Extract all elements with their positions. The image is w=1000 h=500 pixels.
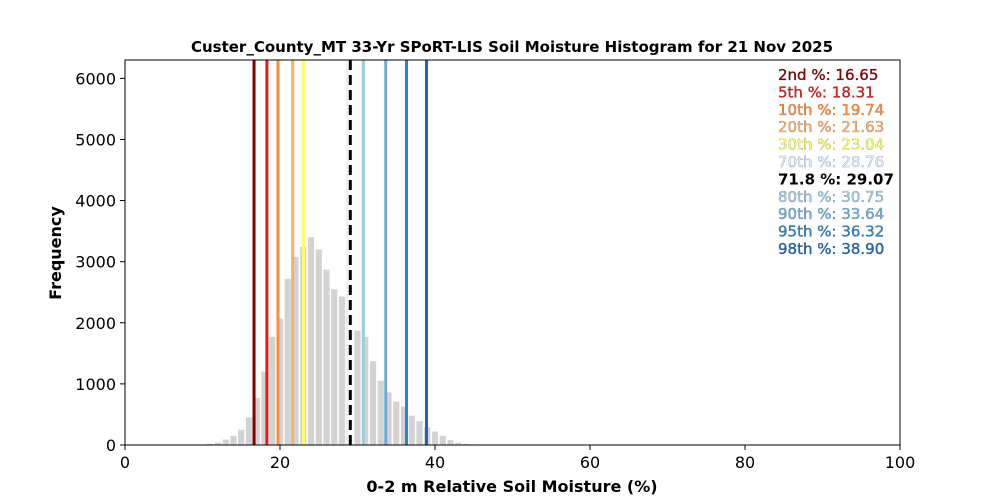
histogram-bar — [385, 392, 392, 445]
histogram-bar — [269, 336, 276, 445]
histogram-bar — [222, 439, 229, 445]
histogram-bar — [362, 336, 369, 445]
y-tick-label: 4000 — [75, 192, 116, 211]
plot-frame — [124, 59, 901, 446]
percentile-annotation: 30th %: 23.04 — [778, 136, 884, 154]
histogram-bar — [292, 256, 299, 445]
percentile-annotation: 95th %: 36.32 — [778, 223, 884, 241]
percentile-annotation: 2nd %: 16.65 — [778, 66, 878, 84]
histogram-bar — [354, 330, 361, 445]
y-tick-label: 1000 — [75, 375, 116, 394]
histogram-bar — [377, 380, 384, 445]
chart-title: Custer_County_MT 33-Yr SPoRT-LIS Soil Mo… — [191, 38, 833, 56]
histogram-bar — [230, 435, 237, 445]
x-tick-label: 40 — [425, 453, 445, 472]
histogram-bar — [331, 289, 338, 445]
histogram-bar — [307, 237, 315, 445]
x-tick-label: 80 — [735, 453, 755, 472]
histogram-bar — [284, 278, 291, 445]
y-tick-label: 6000 — [75, 69, 116, 88]
y-tick-label: 3000 — [75, 253, 116, 272]
histogram-bar — [408, 415, 415, 445]
y-axis-ticks: 0 1000 2000 3000 4000 5000 6000 — [75, 69, 125, 455]
percentile-annotation: 10th %: 19.74 — [778, 101, 884, 119]
y-tick-label: 0 — [106, 436, 116, 455]
percentile-lines — [252, 60, 428, 445]
percentile-annotation: 5th %: 18.31 — [778, 83, 875, 101]
percentile-annotation: 90th %: 33.64 — [778, 205, 884, 223]
histogram-bar — [455, 442, 462, 445]
histogram-bar — [447, 440, 454, 445]
x-tick-label: 100 — [885, 453, 916, 472]
x-axis-ticks: 0 20 40 60 80 100 — [120, 445, 915, 472]
percentile-annotation: 98th %: 38.90 — [778, 240, 884, 258]
y-tick-label: 2000 — [75, 314, 116, 333]
histogram-bar — [416, 421, 423, 445]
histogram-bar — [315, 249, 322, 445]
y-tick-label: 5000 — [75, 130, 116, 149]
percentile-annotation: 80th %: 30.75 — [778, 188, 884, 206]
histogram-bar — [393, 401, 400, 445]
histogram-bar — [253, 397, 260, 445]
histogram-bar — [207, 443, 214, 445]
histogram-bar — [261, 371, 268, 445]
histogram-bar — [338, 296, 346, 445]
x-tick-label: 20 — [270, 453, 290, 472]
histogram-bar — [462, 443, 470, 445]
histogram-bar — [238, 429, 245, 445]
histogram-bar — [439, 435, 446, 445]
histogram-bar — [400, 406, 408, 445]
histogram-bar — [431, 431, 439, 445]
x-tick-label: 60 — [580, 453, 600, 472]
percentile-annotation: 20th %: 21.63 — [778, 118, 884, 136]
histogram-bar — [323, 269, 330, 445]
x-tick-label: 0 — [120, 453, 130, 472]
x-axis-label: 0-2 m Relative Soil Moisture (%) — [366, 477, 657, 496]
histogram-bar — [369, 361, 377, 445]
percentile-annotation: 70th %: 28.76 — [778, 153, 884, 171]
percentile-annotation: 71.8 %: 29.07 — [778, 170, 894, 188]
y-axis-label: Frequency — [46, 206, 65, 300]
histogram-bar — [214, 442, 222, 445]
histogram-bar — [245, 417, 253, 445]
histogram-bar — [276, 318, 284, 445]
